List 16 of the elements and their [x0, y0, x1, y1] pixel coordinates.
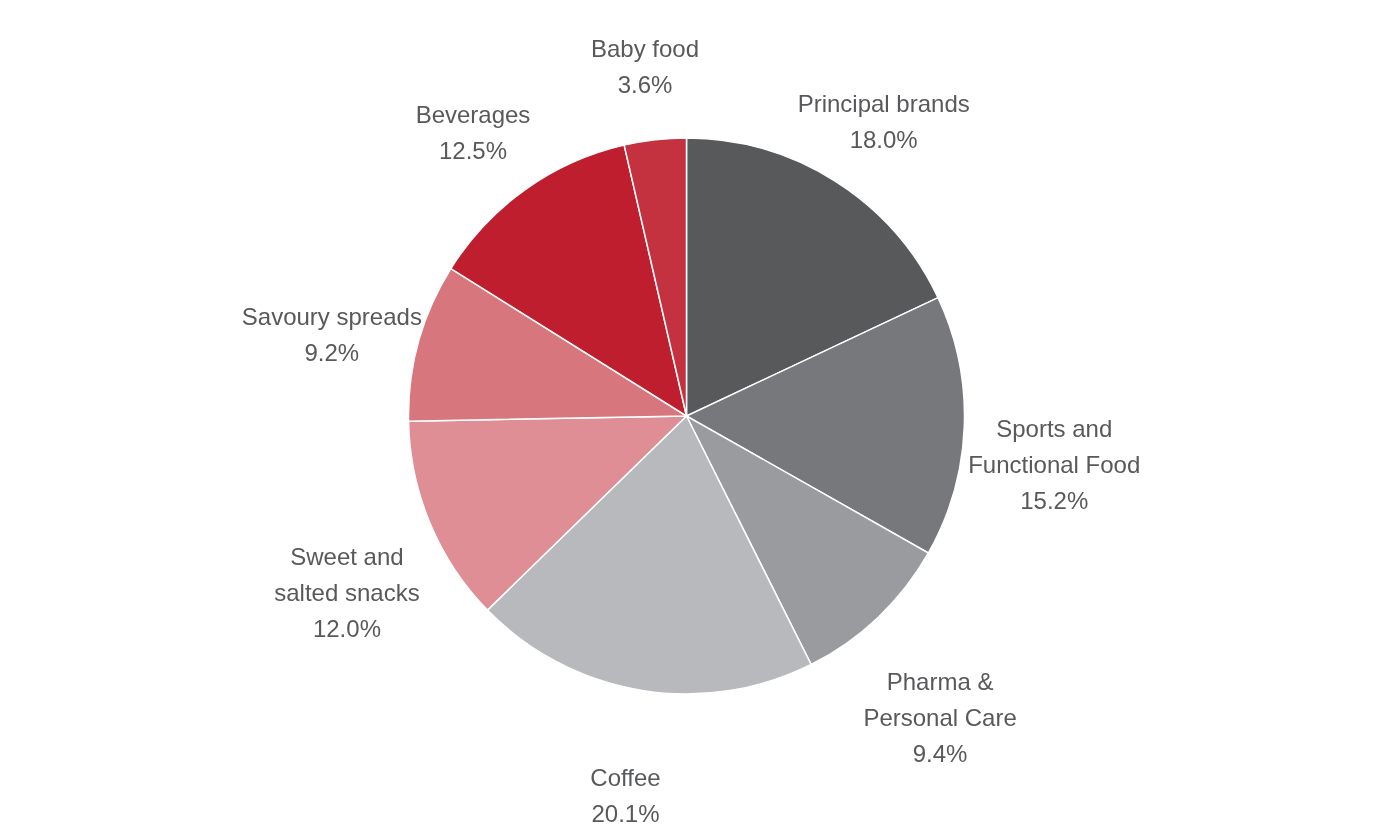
data-label: 15.2%	[1020, 486, 1089, 514]
data-label: 3.6%	[617, 71, 673, 99]
data-label: 12.5%	[438, 137, 508, 165]
slice-label: Sports and Functional Food	[968, 414, 1141, 478]
data-label: 18.0%	[849, 126, 918, 154]
slice-label: Principal brands	[797, 90, 970, 118]
data-label: 20.1%	[591, 799, 660, 827]
slice-label: Beverages	[415, 101, 531, 129]
slice-label: Coffee	[590, 763, 661, 791]
slice-label: Savoury spreads	[241, 302, 422, 330]
slice-label: Sweet and salted snacks	[274, 542, 420, 606]
data-label: 9.4%	[912, 739, 968, 767]
data-label: 12.0%	[312, 614, 381, 642]
data-label: 9.2%	[304, 338, 360, 366]
slice-label: Baby food	[590, 35, 700, 63]
slice-label: Pharma & Personal Care	[863, 667, 1017, 731]
